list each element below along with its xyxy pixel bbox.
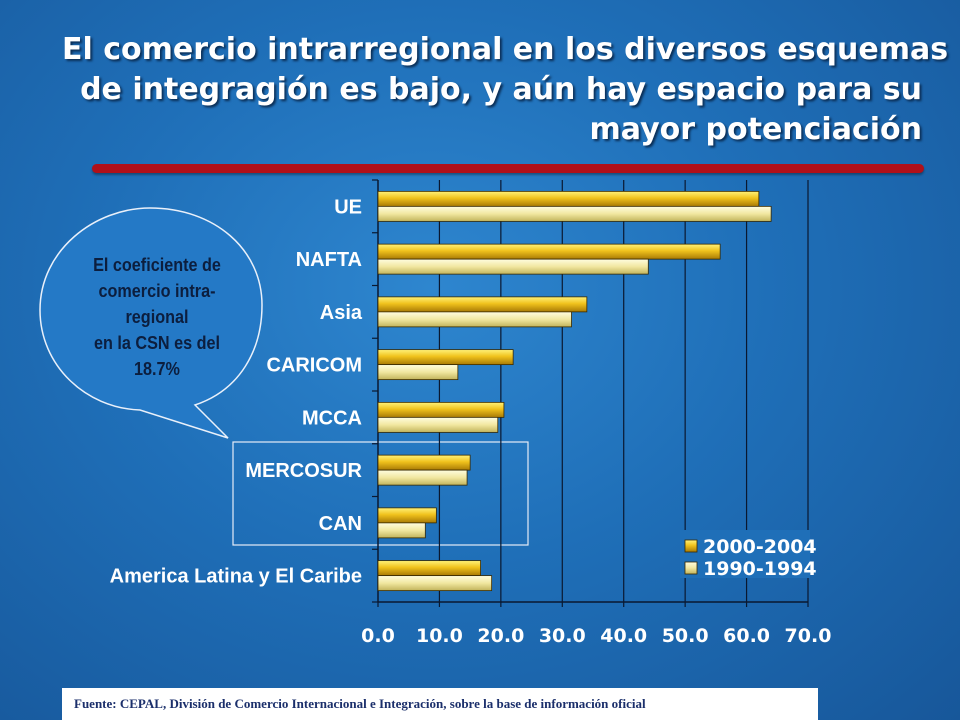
x-tick-label: 0.0 xyxy=(361,625,395,647)
bar-old-nafta xyxy=(377,258,649,275)
category-label: CAN xyxy=(319,513,362,535)
legend-label: 1990-1994 xyxy=(703,558,817,580)
x-tick-label: 30.0 xyxy=(539,625,586,647)
bar-recent-america-latina-y-el-caribe xyxy=(377,560,481,577)
title-divider xyxy=(92,164,924,173)
callout-line-2: comercio intra- xyxy=(98,281,216,301)
bar-old-mercosur xyxy=(377,469,468,486)
x-tick-label: 40.0 xyxy=(600,625,647,647)
callout-line-3: regional xyxy=(125,307,189,327)
title-line-1: El comercio intrarregional en los divers… xyxy=(62,32,949,67)
category-label: CARICOM xyxy=(266,355,362,377)
category-label: MERCOSUR xyxy=(245,460,362,482)
callout-line-5: 18.7% xyxy=(134,359,180,379)
highlight-box xyxy=(232,441,529,546)
title-line-3: mayor potenciación xyxy=(589,112,922,147)
bar-old-mcca xyxy=(377,416,499,433)
bar-old-can xyxy=(377,522,426,539)
bar-old-america-latina-y-el-caribe xyxy=(377,575,493,592)
category-label: Asia xyxy=(320,302,363,324)
legend-box xyxy=(680,530,810,578)
bar-recent-nafta xyxy=(377,243,721,260)
bar-old-asia xyxy=(377,311,572,328)
bar-recent-can xyxy=(377,507,437,524)
legend-swatch xyxy=(684,539,698,553)
title-line-2: de integragión es bajo, y aún hay espaci… xyxy=(80,72,922,107)
x-tick-label: 20.0 xyxy=(477,625,524,647)
slide-title: El comercio intrarregional en los divers… xyxy=(62,30,949,150)
category-label: America Latina y El Caribe xyxy=(110,566,362,588)
source-note: Fuente: CEPAL, División de Comercio Inte… xyxy=(62,688,818,720)
x-tick-label: 10.0 xyxy=(416,625,463,647)
callout-bubble xyxy=(39,207,263,439)
category-label: UE xyxy=(334,196,362,218)
bar-recent-mercosur xyxy=(377,454,471,471)
bar-recent-asia xyxy=(377,296,588,313)
callout-line-4: en la CSN es del xyxy=(93,333,221,353)
bar-recent-caricom xyxy=(377,349,514,366)
legend-label: 2000-2004 xyxy=(703,536,817,558)
callout-line-1: El coeficiente de xyxy=(93,255,221,275)
category-label: MCCA xyxy=(302,407,362,429)
bar-recent-ue xyxy=(377,190,760,207)
bar-old-caricom xyxy=(377,364,459,381)
bar-old-ue xyxy=(377,205,772,222)
bar-recent-mcca xyxy=(377,401,505,418)
callout-text: El coeficiente de comercio intra- region… xyxy=(72,252,243,382)
category-label: NAFTA xyxy=(296,249,362,271)
x-tick-label: 60.0 xyxy=(723,625,770,647)
x-tick-label: 50.0 xyxy=(662,625,709,647)
legend-swatch xyxy=(684,561,698,575)
x-tick-label: 70.0 xyxy=(785,625,832,647)
